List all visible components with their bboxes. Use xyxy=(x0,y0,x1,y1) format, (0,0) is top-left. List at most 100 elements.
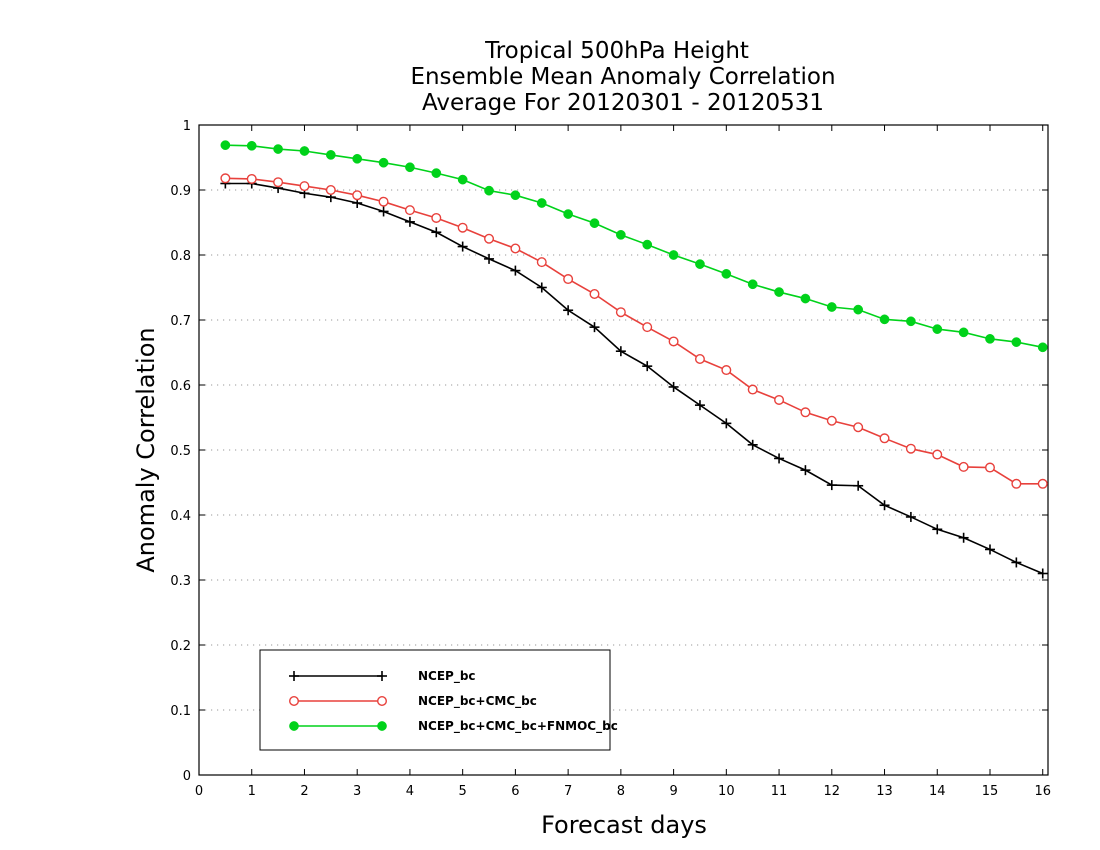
data-point xyxy=(246,173,257,184)
data-point xyxy=(352,190,363,201)
legend-entry: NCEP_bc+CMC_bc xyxy=(289,694,537,709)
data-point xyxy=(325,184,336,195)
legend-label: NCEP_bc xyxy=(418,669,476,684)
gridlines xyxy=(199,189,1048,711)
legend-label: NCEP_bc+CMC_bc xyxy=(418,694,537,709)
data-point xyxy=(589,322,600,333)
data-point xyxy=(378,206,389,217)
data-point xyxy=(299,181,310,192)
data-point xyxy=(510,243,521,254)
data-point xyxy=(800,293,811,304)
data-point xyxy=(642,361,653,372)
data-point xyxy=(536,198,547,208)
legend-marker xyxy=(289,671,299,681)
data-point xyxy=(984,544,995,555)
data-point xyxy=(457,222,468,233)
x-tick-label: 7 xyxy=(564,784,572,799)
data-point xyxy=(826,415,837,426)
y-tick-label: 0.6 xyxy=(170,379,191,394)
data-point xyxy=(694,354,705,365)
series-3 xyxy=(220,140,1048,353)
data-point xyxy=(536,257,547,268)
data-point xyxy=(431,212,442,223)
data-point xyxy=(1011,557,1022,568)
data-point xyxy=(668,250,679,260)
data-point xyxy=(563,209,573,219)
legend-marker xyxy=(289,721,299,731)
legend-entry: NCEP_bc+CMC_bc+FNMOC_bc xyxy=(289,719,618,734)
x-tick-label: 9 xyxy=(669,784,677,799)
y-tick-label: 0.4 xyxy=(170,509,191,524)
data-point xyxy=(879,314,890,325)
data-series xyxy=(220,140,1048,579)
data-point xyxy=(510,265,521,276)
data-point xyxy=(589,289,600,300)
x-tick-label: 16 xyxy=(1034,784,1051,799)
data-point xyxy=(273,144,283,154)
data-point xyxy=(932,324,943,334)
data-point xyxy=(220,140,231,150)
data-point xyxy=(325,150,336,160)
data-point xyxy=(774,287,784,297)
data-point xyxy=(299,146,310,156)
x-tick-label: 12 xyxy=(824,784,841,799)
data-point xyxy=(378,157,389,168)
legend-marker xyxy=(377,721,387,731)
data-point xyxy=(826,480,837,491)
data-point xyxy=(932,524,943,535)
x-tick-label: 15 xyxy=(982,784,999,799)
data-point xyxy=(747,384,758,395)
data-point xyxy=(1037,342,1048,353)
data-point xyxy=(431,168,442,178)
data-point xyxy=(905,443,916,454)
data-point xyxy=(879,433,890,444)
legend-marker xyxy=(377,671,387,681)
data-point xyxy=(774,394,785,405)
data-point xyxy=(958,532,969,543)
series-1 xyxy=(220,178,1048,579)
y-tick-label: 0 xyxy=(183,769,191,784)
y-tick-label: 0.1 xyxy=(170,704,191,719)
data-point xyxy=(405,162,415,173)
data-point xyxy=(721,418,732,429)
x-tick-label: 0 xyxy=(195,784,203,799)
legend-marker xyxy=(289,696,300,707)
x-tick-label: 2 xyxy=(300,784,308,799)
data-point xyxy=(642,322,653,333)
x-tick-label: 8 xyxy=(617,784,625,799)
data-point xyxy=(958,461,969,472)
x-tick-label: 4 xyxy=(406,784,414,799)
y-tick-label: 0.8 xyxy=(170,249,191,264)
data-point xyxy=(220,173,231,184)
data-point xyxy=(457,241,468,252)
data-point xyxy=(958,327,969,338)
x-tick-label: 13 xyxy=(876,784,893,799)
legend-entry: NCEP_bc xyxy=(289,669,476,684)
data-point xyxy=(906,316,916,327)
title-line-2: Ensemble Mean Anomaly Correlation xyxy=(410,64,835,90)
data-point xyxy=(563,305,574,316)
y-tick-label: 0.9 xyxy=(170,184,191,199)
data-point xyxy=(457,174,468,185)
y-tick-label: 0.3 xyxy=(170,574,191,589)
data-point xyxy=(747,439,758,450)
data-point xyxy=(774,453,785,464)
x-tick-label: 3 xyxy=(353,784,361,799)
y-axis-label: Anomaly Correlation xyxy=(132,327,160,572)
series-line xyxy=(225,177,1043,485)
axis-ticks: 00.10.20.30.40.50.60.70.80.910 1 2 3 4 5 6 7 8 9 1… xyxy=(170,119,1051,799)
data-point xyxy=(1011,337,1022,347)
data-point xyxy=(484,253,495,264)
data-point xyxy=(404,216,415,227)
data-point xyxy=(642,239,653,250)
data-point xyxy=(721,365,732,376)
legend-label: NCEP_bc+CMC_bc+FNMOC_bc xyxy=(418,719,618,734)
data-point xyxy=(404,205,415,216)
data-point xyxy=(484,185,494,196)
series-line xyxy=(225,182,1044,575)
data-point xyxy=(615,307,626,318)
y-tick-label: 1 xyxy=(183,119,191,134)
data-point xyxy=(932,449,943,460)
data-point xyxy=(1037,478,1048,489)
